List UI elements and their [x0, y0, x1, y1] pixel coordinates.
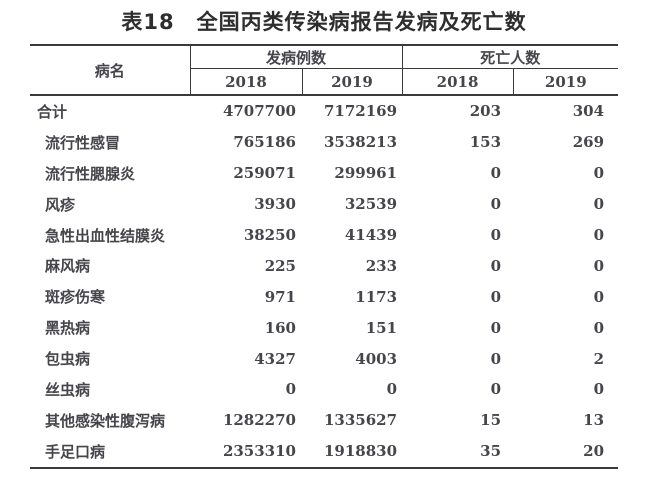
disease-name: 黑热病: [45, 319, 91, 338]
header-year-cases-2019: 2019: [301, 68, 403, 96]
disease-name: 其他感染性腹泻病: [45, 411, 166, 430]
value-cases-2019: 0: [386, 380, 398, 399]
value-deaths-2018: 0: [490, 287, 502, 306]
value-cases-2019: 1335627: [323, 411, 398, 430]
disease-name: 合计: [37, 102, 68, 121]
value-cases-2019: 41439: [344, 226, 398, 244]
header-year-deaths-2019: 2019: [512, 68, 619, 96]
table-row: 风疹 3930 32539 0 0: [30, 189, 618, 220]
value-deaths-2018: 0: [490, 226, 502, 244]
value-cases-2019: 7172169: [323, 102, 398, 121]
header-group-row: 病名 发病例数 死亡人数: [30, 45, 619, 96]
value-deaths-2018: 203: [469, 102, 502, 121]
value-cases-2019: 1918830: [323, 442, 398, 461]
table-row: 斑疹伤寒 971 1173 0 0: [30, 281, 618, 312]
table-row: 手足口病 2353310 1918830 35 20: [30, 436, 618, 468]
table-body: 合计 4707700 7172169 203 304 流行性感冒 765186 …: [30, 95, 618, 468]
disease-stats-table: 病名 发病例数 死亡人数 2018 2019 2018 2019 合计 4707…: [30, 44, 619, 469]
value-deaths-2019: 0: [593, 164, 605, 183]
value-cases-2018: 225: [264, 256, 296, 275]
table-row: 流行性感冒 765186 3538213 153 269: [30, 127, 618, 158]
value-deaths-2018: 0: [490, 380, 502, 399]
value-cases-2018: 160: [264, 318, 296, 337]
value-cases-2018: 4327: [254, 349, 296, 368]
value-deaths-2018: 0: [490, 256, 502, 275]
table-row: 合计 4707700 7172169 203 304: [30, 95, 618, 127]
page-title: 表18 全国丙类传染病报告发病及死亡数: [121, 10, 527, 34]
table-row: 麻风病 225 233 0 0: [30, 250, 618, 281]
value-cases-2019: 151: [365, 318, 398, 337]
value-cases-2019: 1173: [355, 287, 398, 306]
value-deaths-2018: 35: [480, 442, 502, 461]
value-deaths-2019: 0: [593, 256, 605, 275]
table-row: 其他感染性腹泻病 1282270 1335627 15 13: [30, 405, 618, 436]
table-row: 包虫病 4327 4003 0 2: [30, 343, 618, 374]
value-cases-2018: 2353310: [222, 442, 296, 461]
table-row: 丝虫病 0 0 0 0: [30, 374, 618, 405]
value-deaths-2019: 0: [593, 287, 605, 306]
header-cases-group: 发病例数: [190, 45, 403, 69]
value-deaths-2019: 304: [572, 102, 605, 121]
value-cases-2019: 3538213: [323, 133, 398, 152]
value-deaths-2018: 15: [480, 411, 502, 430]
value-cases-2018: 259071: [233, 164, 296, 183]
value-deaths-2019: 20: [583, 442, 605, 461]
value-cases-2018: 3930: [254, 195, 296, 214]
value-deaths-2018: 0: [490, 349, 502, 368]
header-disease-name: 病名: [30, 45, 191, 96]
disease-name: 流行性感冒: [45, 133, 121, 152]
value-deaths-2019: 2: [593, 349, 605, 368]
disease-name: 流行性腮腺炎: [45, 164, 136, 183]
value-deaths-2019: 0: [593, 195, 605, 214]
value-cases-2018: 1282270: [222, 411, 296, 430]
header-deaths-group: 死亡人数: [401, 45, 619, 69]
value-cases-2019: 299961: [334, 164, 398, 183]
value-deaths-2018: 0: [490, 318, 502, 337]
disease-name: 包虫病: [45, 350, 91, 369]
table-row: 黑热病 160 151 0 0: [30, 312, 618, 343]
value-cases-2019: 4003: [355, 349, 398, 368]
disease-name: 风疹: [45, 195, 76, 214]
value-deaths-2019: 0: [593, 380, 605, 399]
disease-name: 麻风病: [45, 257, 91, 276]
value-deaths-2019: 0: [593, 226, 605, 244]
value-cases-2018: 38250: [243, 226, 296, 244]
table-row: 急性出血性结膜炎 38250 41439 0 0: [30, 220, 618, 251]
value-cases-2018: 0: [285, 380, 296, 399]
disease-name: 丝虫病: [45, 380, 91, 399]
value-deaths-2019: 0: [593, 318, 605, 337]
header-year-deaths-2018: 2018: [401, 68, 514, 96]
value-cases-2019: 32539: [344, 195, 398, 214]
table-row: 流行性腮腺炎 259071 299961 0 0: [30, 158, 618, 189]
value-cases-2019: 233: [365, 256, 398, 275]
disease-name: 急性出血性结膜炎: [45, 226, 166, 245]
value-cases-2018: 971: [264, 287, 296, 306]
value-cases-2018: 4707700: [222, 102, 296, 121]
value-cases-2018: 765186: [233, 133, 296, 152]
header-year-cases-2018: 2018: [190, 68, 302, 96]
value-deaths-2018: 0: [490, 195, 502, 214]
disease-name: 斑疹伤寒: [45, 288, 106, 307]
value-deaths-2018: 0: [490, 164, 502, 183]
value-deaths-2019: 269: [572, 133, 605, 152]
disease-name: 手足口病: [45, 442, 106, 461]
table-header: 病名 发病例数 死亡人数 2018 2019 2018 2019: [30, 45, 619, 96]
value-deaths-2019: 13: [583, 411, 605, 430]
header-year-row: 2018 2019 2018 2019: [30, 68, 619, 96]
value-deaths-2018: 153: [469, 133, 502, 152]
